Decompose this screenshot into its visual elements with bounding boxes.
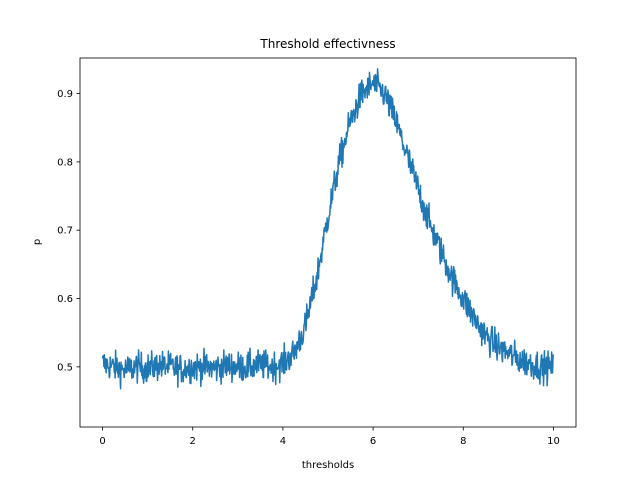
chart-title: Threshold effectivness [259, 37, 395, 51]
y-axis: 0.5 0.6 0.7 0.8 0.9 [57, 89, 80, 373]
series-line [101, 68, 555, 390]
x-axis: 0 2 4 6 8 10 [99, 427, 560, 447]
y-tick-label: 0.9 [57, 89, 73, 100]
plot-frame [79, 57, 577, 428]
x-tick-label: 8 [460, 436, 466, 447]
x-tick-label: 4 [280, 436, 286, 447]
x-axis-label: thresholds [302, 460, 354, 471]
x-tick-label: 6 [370, 436, 376, 447]
x-tick-label: 0 [99, 436, 105, 447]
x-tick-label: 10 [547, 436, 560, 447]
x-tick-label: 2 [190, 436, 196, 447]
y-tick-label: 0.7 [57, 226, 73, 237]
series-layer [101, 68, 555, 390]
y-tick-label: 0.8 [57, 157, 73, 168]
plot-area [79, 57, 577, 428]
y-tick-label: 0.6 [57, 294, 73, 305]
y-tick-label: 0.5 [57, 362, 73, 373]
y-axis-label: p [32, 239, 43, 245]
